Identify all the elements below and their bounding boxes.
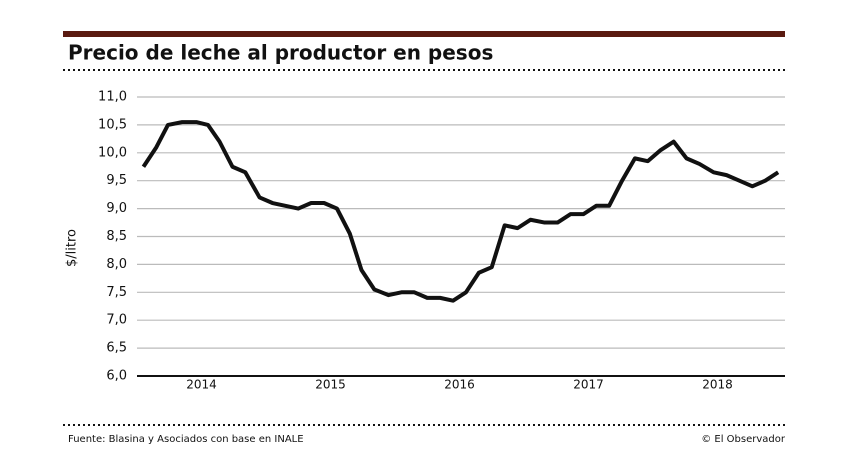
x-tick-label: 2017 (573, 378, 604, 392)
y-tick-label: 10,0 (98, 145, 127, 160)
y-tick-label: 9,5 (106, 173, 127, 188)
y-axis-label: $/litro (65, 229, 80, 267)
chart-title: Precio de leche al productor en pesos (68, 41, 493, 65)
y-tick-label: 6,0 (106, 369, 127, 384)
y-tick-label: 8,0 (106, 257, 127, 272)
y-tick-label: 10,5 (98, 117, 127, 132)
y-tick-label: 7,0 (106, 313, 127, 328)
x-tick-label: 2018 (702, 378, 733, 392)
x-tick-label: 2014 (186, 378, 217, 392)
y-tick-label: 7,5 (106, 285, 127, 300)
y-tick-label: 9,0 (106, 201, 127, 216)
x-tick-label: 2016 (444, 378, 475, 392)
credit: © El Observador (701, 434, 786, 445)
data-line (141, 120, 780, 303)
y-tick-label: 8,5 (106, 229, 127, 244)
x-tick-label: 2015 (315, 378, 346, 392)
header-bar (63, 31, 785, 37)
y-tick-label: 6,5 (106, 341, 127, 356)
source: Fuente: Blasina y Asociados con base en … (68, 434, 304, 445)
y-tick-label: 11,0 (98, 90, 127, 105)
